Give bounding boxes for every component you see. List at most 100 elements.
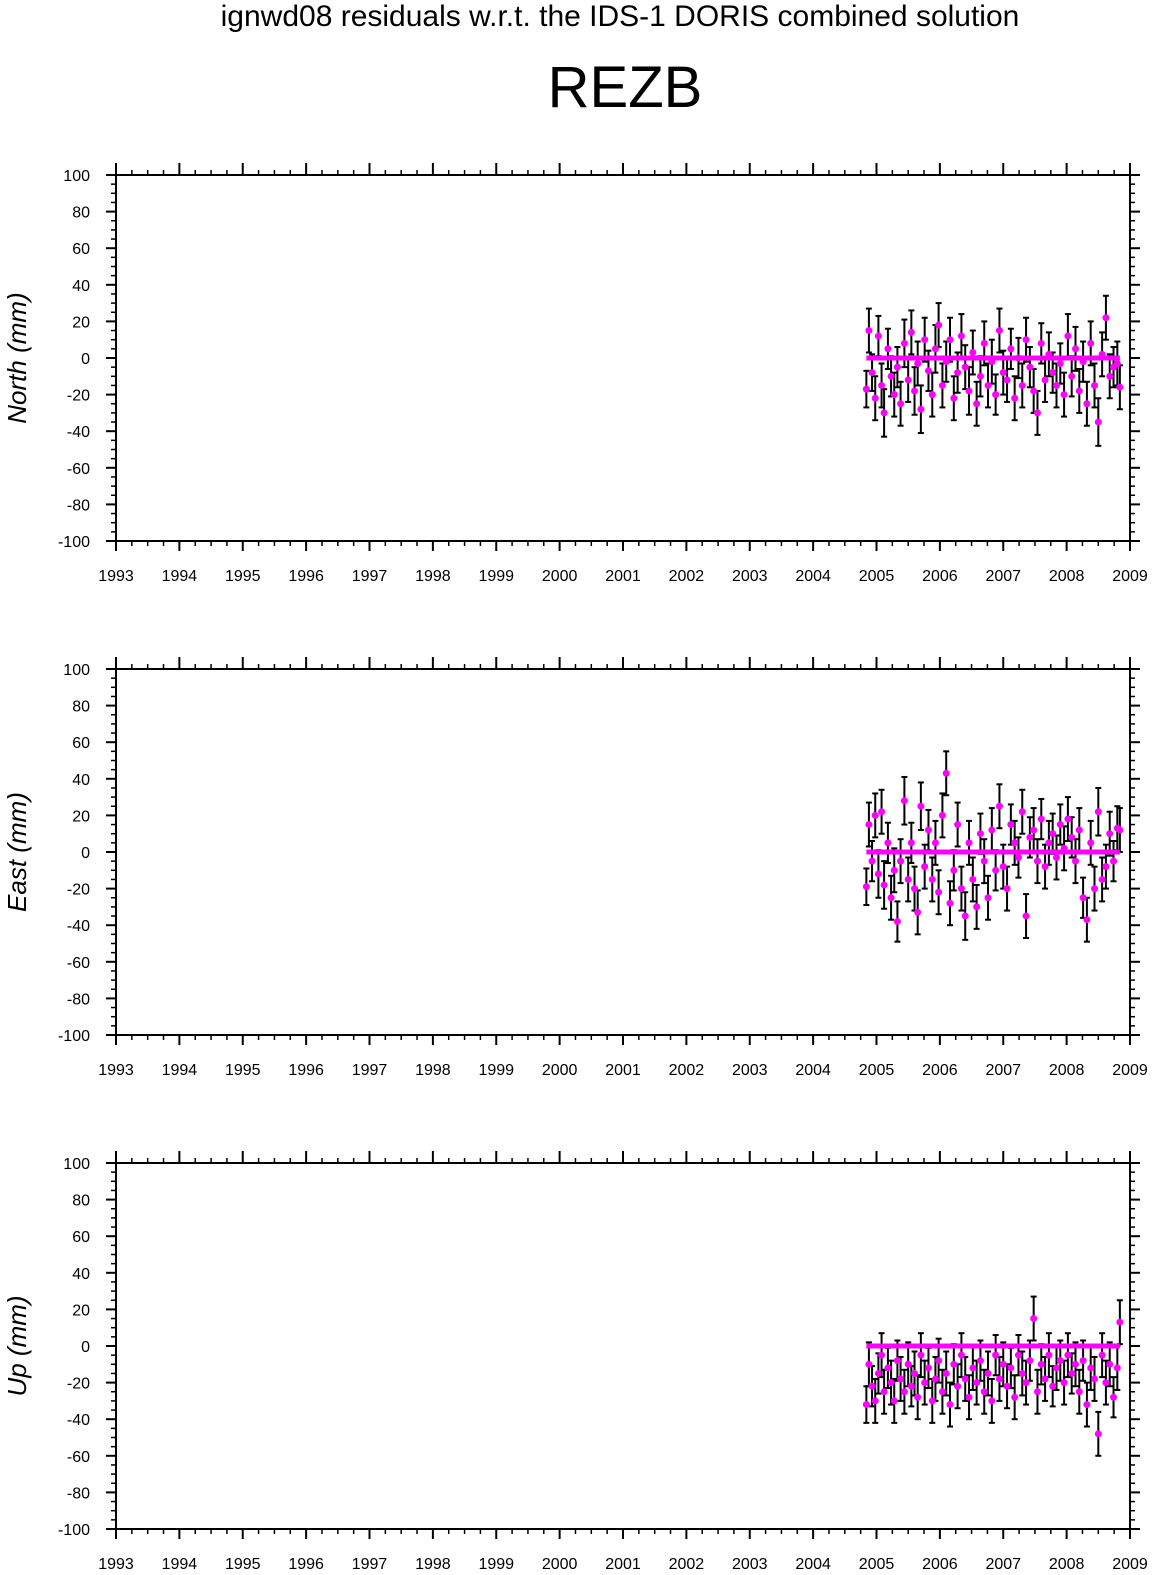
east-y-tick-label: 80 xyxy=(72,699,90,716)
east-data-point xyxy=(938,811,946,819)
east-data-point xyxy=(1098,875,1106,883)
up-data-point xyxy=(973,1379,981,1387)
up-data-point xyxy=(969,1364,977,1372)
up-data-point xyxy=(1022,1379,1030,1387)
north-data-point xyxy=(992,391,1000,399)
north-data-point xyxy=(924,367,932,375)
north-data-point xyxy=(862,385,870,393)
east-data-point xyxy=(893,918,901,926)
east-data-point xyxy=(965,839,973,847)
north-y-tick-label: -100 xyxy=(58,534,90,551)
east-y-tick-label: 40 xyxy=(72,772,90,789)
up-x-tick-label: 2008 xyxy=(1049,1556,1085,1573)
up-data-point xyxy=(931,1375,939,1383)
up-data-point xyxy=(965,1393,973,1401)
north-data-point xyxy=(1049,369,1057,377)
north-data-point xyxy=(1102,314,1110,322)
north-data-point xyxy=(874,332,882,340)
east-data-point xyxy=(1014,853,1022,861)
north-data-point xyxy=(884,345,892,353)
north-data-point xyxy=(1071,345,1079,353)
up-data-point xyxy=(1014,1351,1022,1359)
north-data-point xyxy=(865,327,873,335)
north-data-point xyxy=(1113,359,1121,367)
east-data-point xyxy=(969,875,977,883)
north-x-tick-label: 2005 xyxy=(859,568,895,585)
east-y-tick-label: 20 xyxy=(72,808,90,825)
east-data-point xyxy=(884,839,892,847)
up-data-point xyxy=(884,1364,892,1372)
east-data-point xyxy=(874,870,882,878)
east-data-point xyxy=(946,899,954,907)
up-y-tick-label: -80 xyxy=(67,1485,90,1502)
up-data-point xyxy=(1049,1382,1057,1390)
north-y-tick-label: -40 xyxy=(67,424,90,441)
east-data-point xyxy=(897,857,905,865)
east-data-point xyxy=(1068,833,1076,841)
east-data-point xyxy=(928,875,936,883)
north-data-point xyxy=(976,372,984,380)
north-data-point xyxy=(878,381,886,389)
east-data-point xyxy=(942,769,950,777)
east-data-point xyxy=(1007,821,1015,829)
north-x-tick-label: 2003 xyxy=(732,568,768,585)
north-y-tick-label: -80 xyxy=(67,497,90,514)
east-data-point xyxy=(995,802,1003,810)
east-data-point xyxy=(1094,808,1102,816)
east-data-point xyxy=(1087,839,1095,847)
north-x-tick-label: 2000 xyxy=(542,568,578,585)
north-data-point xyxy=(984,381,992,389)
up-data-point xyxy=(988,1397,996,1405)
up-data-point xyxy=(954,1382,962,1390)
east-y-tick-label: -60 xyxy=(67,955,90,972)
up-y-tick-label: -40 xyxy=(67,1412,90,1429)
up-x-tick-label: 1993 xyxy=(98,1556,134,1573)
north-x-tick-label: 1993 xyxy=(98,568,134,585)
north-data-point xyxy=(995,327,1003,335)
panel-up: 1993 1994 1995 1996 1997 1998 1999 2000 2001 2002… xyxy=(2,1151,1148,1573)
up-data-point xyxy=(868,1382,876,1390)
east-data-point xyxy=(911,885,919,893)
north-data-point xyxy=(871,394,879,402)
up-data-point xyxy=(992,1351,1000,1359)
east-data-point xyxy=(1045,839,1053,847)
up-data-point xyxy=(1098,1351,1106,1359)
north-data-point xyxy=(917,405,925,413)
up-data-point xyxy=(1091,1375,1099,1383)
east-y-tick-label: -20 xyxy=(67,882,90,899)
east-x-tick-label: 1994 xyxy=(162,1062,198,1079)
up-data-point xyxy=(1018,1369,1026,1377)
panel-north: 1993 1994 1995 1996 1997 1998 1999 2000 2001 2002… xyxy=(2,163,1148,585)
east-x-tick-label: 1996 xyxy=(288,1062,324,1079)
up-data-point xyxy=(935,1357,943,1365)
up-data-point xyxy=(950,1360,958,1368)
east-data-point xyxy=(921,863,929,871)
north-data-point xyxy=(954,369,962,377)
up-y-tick-label: -100 xyxy=(58,1522,90,1539)
east-data-point xyxy=(1003,885,1011,893)
north-y-tick-label: 20 xyxy=(72,314,90,331)
up-data-point xyxy=(887,1379,895,1387)
east-data-point xyxy=(887,894,895,902)
east-data-point xyxy=(1011,839,1019,847)
up-data-point xyxy=(862,1401,870,1409)
east-data-point xyxy=(999,863,1007,871)
east-data-point xyxy=(973,903,981,911)
north-data-point xyxy=(1018,381,1026,389)
up-x-tick-label: 2005 xyxy=(859,1556,895,1573)
east-data-point xyxy=(1060,844,1068,852)
east-data-point xyxy=(868,857,876,865)
up-y-tick-label: 20 xyxy=(72,1302,90,1319)
east-y-tick-label: -40 xyxy=(67,918,90,935)
up-data-point xyxy=(1083,1401,1091,1409)
up-y-tick-label: 60 xyxy=(72,1229,90,1246)
north-data-point xyxy=(904,376,912,384)
north-data-point xyxy=(921,336,929,344)
east-data-point xyxy=(917,802,925,810)
east-data-point xyxy=(935,888,943,896)
east-data-point xyxy=(1030,826,1038,834)
north-data-point xyxy=(1014,354,1022,362)
up-data-point xyxy=(1003,1382,1011,1390)
east-x-tick-label: 2005 xyxy=(859,1062,895,1079)
north-data-point xyxy=(1003,376,1011,384)
